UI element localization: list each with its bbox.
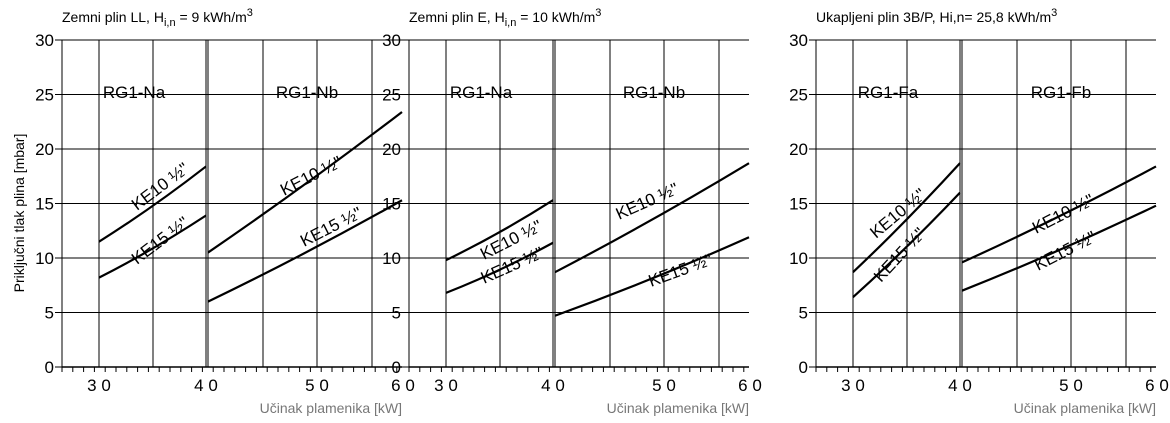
y-tick-label: 15 (382, 195, 401, 214)
y-tick-label: 5 (392, 304, 401, 323)
x-tick-label: 6 0 (738, 376, 762, 395)
y-tick-label: 0 (392, 358, 401, 377)
series-line (961, 204, 1157, 292)
y-tick-label: 10 (382, 249, 401, 268)
y-tick-label: 0 (45, 358, 54, 377)
x-tick-label: 5 0 (305, 376, 329, 395)
x-tick-label: 4 0 (948, 376, 972, 395)
x-axis-label: Učinak plamenika [kW] (1014, 400, 1156, 416)
chart-title: Zemni plin LL, Hi,n = 9 kWh/m3 (62, 7, 253, 29)
x-tick-label: 4 0 (194, 376, 218, 395)
y-tick-label: 5 (799, 304, 808, 323)
series-line (98, 165, 207, 243)
series-line (207, 111, 403, 254)
panel-label-left: RG1-Na (103, 83, 166, 102)
title-rest: = 9 kWh/m (176, 9, 247, 25)
series-line (554, 162, 750, 274)
series-label: KE10 ½" (613, 179, 682, 223)
title-main: Zemni plin LL, H (62, 9, 164, 25)
x-axis-label: Učinak plamenika [kW] (260, 400, 402, 416)
panel-label-right: RG1-Nb (623, 83, 685, 102)
x-tick-label: 6 0 (1145, 376, 1169, 395)
series-line (961, 165, 1157, 264)
y-tick-label: 0 (799, 358, 808, 377)
y-tick-label: 10 (35, 249, 54, 268)
chart-panel-2: Zemni plin E, Hi,n = 10 kWh/m30510152025… (382, 7, 762, 416)
x-tick-label: 5 0 (1059, 376, 1083, 395)
panel-label-right: RG1-Fb (1031, 83, 1091, 102)
title-sup: 3 (595, 7, 601, 19)
series-label: KE10 ½" (128, 159, 193, 214)
y-tick-label: 5 (45, 304, 54, 323)
panel-label-left: RG1-Fa (858, 83, 919, 102)
y-tick-label: 20 (35, 140, 54, 159)
title-sub: i,n (505, 17, 517, 29)
title-sup: 3 (1051, 7, 1057, 19)
series-label: KE15 ½" (128, 213, 193, 268)
series-line (207, 199, 403, 303)
panel-label-left: RG1-Na (450, 83, 513, 102)
y-tick-label: 15 (789, 195, 808, 214)
chart-panel-1: Zemni plin LL, Hi,n = 9 kWh/m30510152025… (35, 7, 415, 416)
y-tick-label: 30 (35, 31, 54, 50)
series-line (98, 214, 207, 279)
x-tick-label: 5 0 (652, 376, 676, 395)
series-line (852, 191, 961, 299)
x-axis-label: Učinak plamenika [kW] (607, 400, 749, 416)
x-tick-label: 3 0 (87, 376, 111, 395)
chart-title: Zemni plin E, Hi,n = 10 kWh/m3 (409, 7, 601, 29)
y-tick-label: 25 (382, 86, 401, 105)
y-tick-label: 30 (789, 31, 808, 50)
y-tick-label: 20 (382, 140, 401, 159)
y-tick-label: 25 (789, 86, 808, 105)
y-tick-label: 25 (35, 86, 54, 105)
x-tick-label: 3 0 (841, 376, 865, 395)
title-main: Zemni plin E, H (409, 9, 505, 25)
series-label: KE10 ½" (277, 152, 345, 199)
y-tick-label: 30 (382, 31, 401, 50)
series-line (445, 199, 554, 262)
series-label: KE15 ½" (646, 250, 715, 291)
y-tick-label: 10 (789, 249, 808, 268)
y-tick-label: 20 (789, 140, 808, 159)
y-axis-label: Priključni tlak plina [mbar] (11, 134, 27, 293)
x-tick-label: 4 0 (541, 376, 565, 395)
title-sub: i,n (164, 17, 176, 29)
chart-title: Ukapljeni plin 3B/P, Hi,n= 25,8 kWh/m3 (816, 7, 1057, 25)
title-main: Ukapljeni plin 3B/P, Hi,n= 25,8 kWh/m (816, 9, 1051, 25)
series-line (445, 241, 554, 294)
series-line (852, 162, 961, 273)
x-tick-label: 3 0 (434, 376, 458, 395)
series-line (554, 236, 750, 317)
panel-label-right: RG1-Nb (276, 83, 338, 102)
title-sup: 3 (247, 7, 253, 19)
chart-panel-3: Ukapljeni plin 3B/P, Hi,n= 25,8 kWh/m305… (789, 7, 1169, 416)
y-tick-label: 15 (35, 195, 54, 214)
title-rest: = 10 kWh/m (516, 9, 595, 25)
x-tick-label: 6 0 (391, 376, 415, 395)
